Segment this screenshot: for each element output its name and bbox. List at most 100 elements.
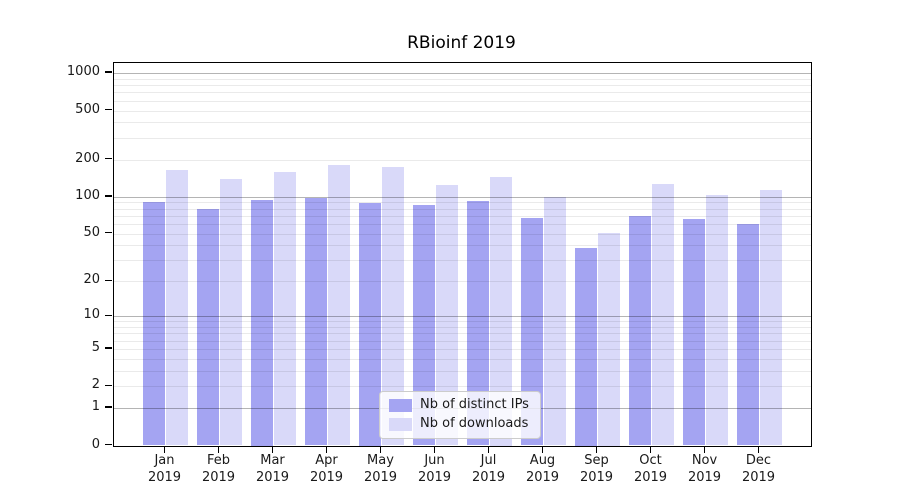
x-axis-label-year: 2019 — [687, 470, 722, 485]
gridline-minor — [114, 100, 811, 102]
gridline-major — [114, 196, 811, 198]
x-axis-label-month: Sep — [584, 453, 609, 468]
y-tick-label: 2 — [91, 377, 100, 393]
x-axis-label-year: 2019 — [255, 470, 290, 485]
x-axis-label: Mar 2019 — [243, 452, 303, 486]
bar-distinct-ips — [142, 202, 166, 446]
bar-distinct-ips — [196, 208, 220, 446]
bar-downloads — [219, 178, 243, 446]
gridline-minor — [114, 333, 811, 335]
x-tick — [271, 446, 274, 453]
bar-downloads — [327, 165, 351, 446]
legend-label-downloads: Nb of downloads — [420, 416, 529, 431]
bar-distinct-ips — [520, 218, 544, 446]
x-axis-label: Jun 2019 — [405, 452, 465, 486]
x-axis-label-month: Apr — [315, 453, 338, 468]
plot-area — [113, 62, 812, 447]
x-axis-label-year: 2019 — [147, 470, 182, 485]
x-axis-label: Oct 2019 — [621, 452, 681, 486]
bar-distinct-ips — [574, 248, 598, 446]
x-axis-label: Aug 2019 — [513, 452, 573, 486]
x-tick — [487, 446, 490, 453]
x-axis-label-month: Feb — [206, 453, 231, 468]
y-tick-label: 1 — [91, 399, 100, 415]
gridline-minor — [114, 340, 811, 342]
x-axis-label: Feb 2019 — [189, 452, 249, 486]
y-tick — [105, 231, 112, 234]
y-tick-label: 200 — [75, 150, 100, 166]
gridline-minor — [114, 85, 811, 87]
y-tick-label: 1000 — [66, 64, 100, 80]
bar-downloads — [489, 176, 513, 446]
bar-downloads — [705, 195, 729, 446]
x-tick — [703, 446, 706, 453]
bar-downloads — [651, 184, 675, 446]
x-axis-label: Sep 2019 — [567, 452, 627, 486]
bar-distinct-ips — [628, 215, 652, 446]
gridline-minor — [114, 260, 811, 262]
gridline-minor — [114, 370, 811, 372]
gridline-minor — [114, 327, 811, 329]
x-axis-label: May 2019 — [351, 452, 411, 486]
bar-downloads — [759, 189, 783, 446]
y-tick — [105, 406, 112, 408]
y-tick — [105, 71, 112, 73]
gridline-minor — [114, 137, 811, 139]
bar-distinct-ips — [736, 223, 760, 446]
y-tick — [105, 157, 112, 160]
gridline-minor — [114, 110, 811, 112]
x-axis-label: Jan 2019 — [135, 452, 195, 486]
gridline-minor — [114, 386, 811, 388]
gridline-minor — [114, 215, 811, 217]
x-axis-label: Jul 2019 — [459, 452, 519, 486]
y-tick — [105, 314, 112, 316]
bar-distinct-ips — [304, 197, 328, 446]
bar-downloads — [381, 167, 405, 446]
x-axis-label-year: 2019 — [741, 470, 776, 485]
x-axis-label-month: Aug — [529, 453, 556, 468]
x-axis-label-month: Jun — [424, 453, 445, 468]
x-axis-label: Nov 2019 — [675, 452, 735, 486]
gridline-minor — [114, 159, 811, 161]
y-tick — [105, 195, 112, 197]
x-axis-label-month: Dec — [745, 453, 772, 468]
gridline-minor — [114, 223, 811, 225]
x-axis-label-year: 2019 — [201, 470, 236, 485]
bar-downloads — [543, 197, 567, 446]
x-tick — [325, 446, 328, 453]
x-axis-label-year: 2019 — [363, 470, 398, 485]
gridline-minor — [114, 78, 811, 80]
x-axis-label-year: 2019 — [633, 470, 668, 485]
legend-item-distinct-ips: Nb of distinct IPs — [389, 398, 531, 412]
bar-downloads — [435, 185, 459, 446]
x-axis-label-month: Oct — [639, 453, 662, 468]
y-tick — [105, 347, 112, 349]
x-axis-label-year: 2019 — [309, 470, 344, 485]
x-axis-label-month: Mar — [260, 453, 285, 468]
legend-label-distinct-ips: Nb of distinct IPs — [420, 397, 529, 412]
y-tick-label: 20 — [83, 272, 100, 288]
y-tick — [105, 279, 112, 282]
gridline-major — [114, 73, 811, 75]
x-axis-label-month: May — [367, 453, 394, 468]
x-axis-label-month: Jan — [154, 453, 175, 468]
x-tick — [541, 446, 544, 453]
x-axis-label-month: Jul — [480, 453, 497, 468]
gridline-minor — [114, 348, 811, 350]
bar-downloads — [273, 171, 297, 446]
x-tick — [217, 446, 220, 453]
gridline-minor — [114, 202, 811, 204]
bar-downloads — [165, 170, 189, 446]
x-tick — [379, 446, 382, 453]
bar-distinct-ips — [358, 203, 382, 446]
x-tick — [433, 446, 436, 453]
bar-distinct-ips — [682, 218, 706, 446]
x-axis-label-year: 2019 — [417, 470, 452, 485]
x-axis-label: Apr 2019 — [297, 452, 357, 486]
bar-distinct-ips — [412, 205, 436, 446]
x-tick — [757, 446, 760, 453]
y-tick-label: 500 — [75, 101, 100, 117]
bar-distinct-ips — [250, 199, 274, 446]
gridline-minor — [114, 358, 811, 360]
